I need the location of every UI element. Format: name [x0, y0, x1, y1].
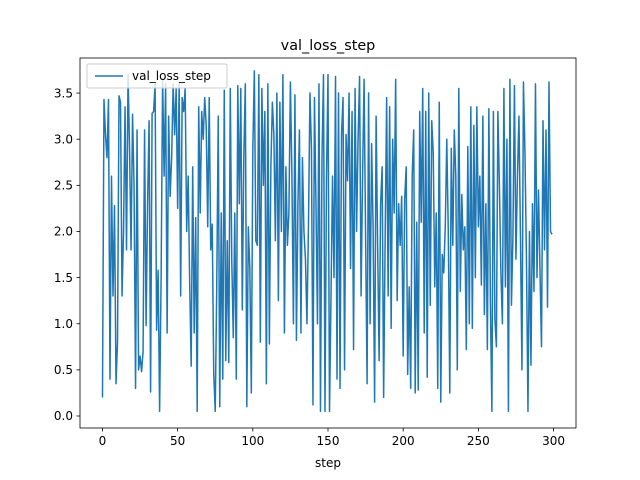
y-axis: 0.0 0.5 1.0 1.5 2.0 2.5 3.0 3.5	[54, 86, 80, 423]
y-tick-label: 3.5	[54, 86, 73, 100]
legend-box	[86, 63, 228, 89]
x-tick-label: 100	[241, 434, 264, 448]
x-tick-label: 300	[542, 434, 565, 448]
y-tick-label: 0.0	[54, 409, 73, 423]
x-tick-label: 0	[99, 434, 107, 448]
x-tick-label: 50	[170, 434, 185, 448]
y-tick-label: 0.5	[54, 363, 73, 377]
x-tick-label: 200	[392, 434, 415, 448]
x-tick-label: 150	[317, 434, 340, 448]
y-tick-label: 1.5	[54, 271, 73, 285]
legend: val_loss_step	[86, 63, 228, 89]
series-line-val-loss-step	[101, 70, 553, 413]
y-tick-label: 1.0	[54, 317, 73, 331]
legend-label: val_loss_step	[132, 69, 211, 83]
plot-lines	[101, 70, 553, 413]
x-axis: 0 50 100 150 200 250 300	[99, 428, 565, 448]
x-tick-label: 250	[467, 434, 490, 448]
y-tick-label: 2.0	[54, 225, 73, 239]
y-tick-label: 3.0	[54, 132, 73, 146]
y-tick-label: 2.5	[54, 179, 73, 193]
chart-title: val_loss_step	[281, 38, 376, 54]
x-axis-label: step	[315, 456, 341, 470]
